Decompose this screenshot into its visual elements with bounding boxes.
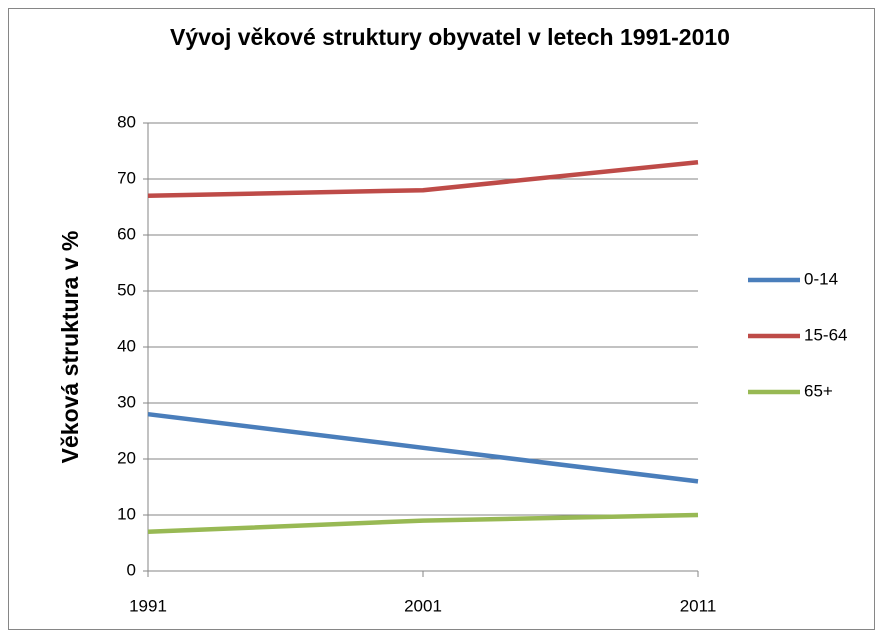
series-line [147,411,699,484]
legend-label: 65+ [804,381,833,400]
y-axis-label: Věková struktura v % [57,231,83,464]
y-tick-label: 10 [117,504,136,523]
x-tick-label: 1991 [129,596,167,615]
y-tick-label: 80 [117,112,136,131]
y-tick-label: 60 [117,224,136,243]
y-tick-label: 20 [117,448,136,467]
y-tick-label: 70 [117,168,136,187]
series-line [147,159,699,199]
series-line [147,512,699,535]
y-tick-label: 50 [117,280,136,299]
x-tick-label: 2011 [680,596,717,615]
x-tick-label: 2001 [404,596,442,615]
y-tick-label: 0 [127,560,136,579]
legend-label: 15-64 [804,325,847,344]
chart-title: Vývoj věkové struktury obyvatel v letech… [170,24,730,50]
y-tick-label: 30 [117,392,136,411]
chart-border [8,8,875,630]
legend-label: 0-14 [804,269,838,288]
y-tick-label: 40 [117,336,136,355]
